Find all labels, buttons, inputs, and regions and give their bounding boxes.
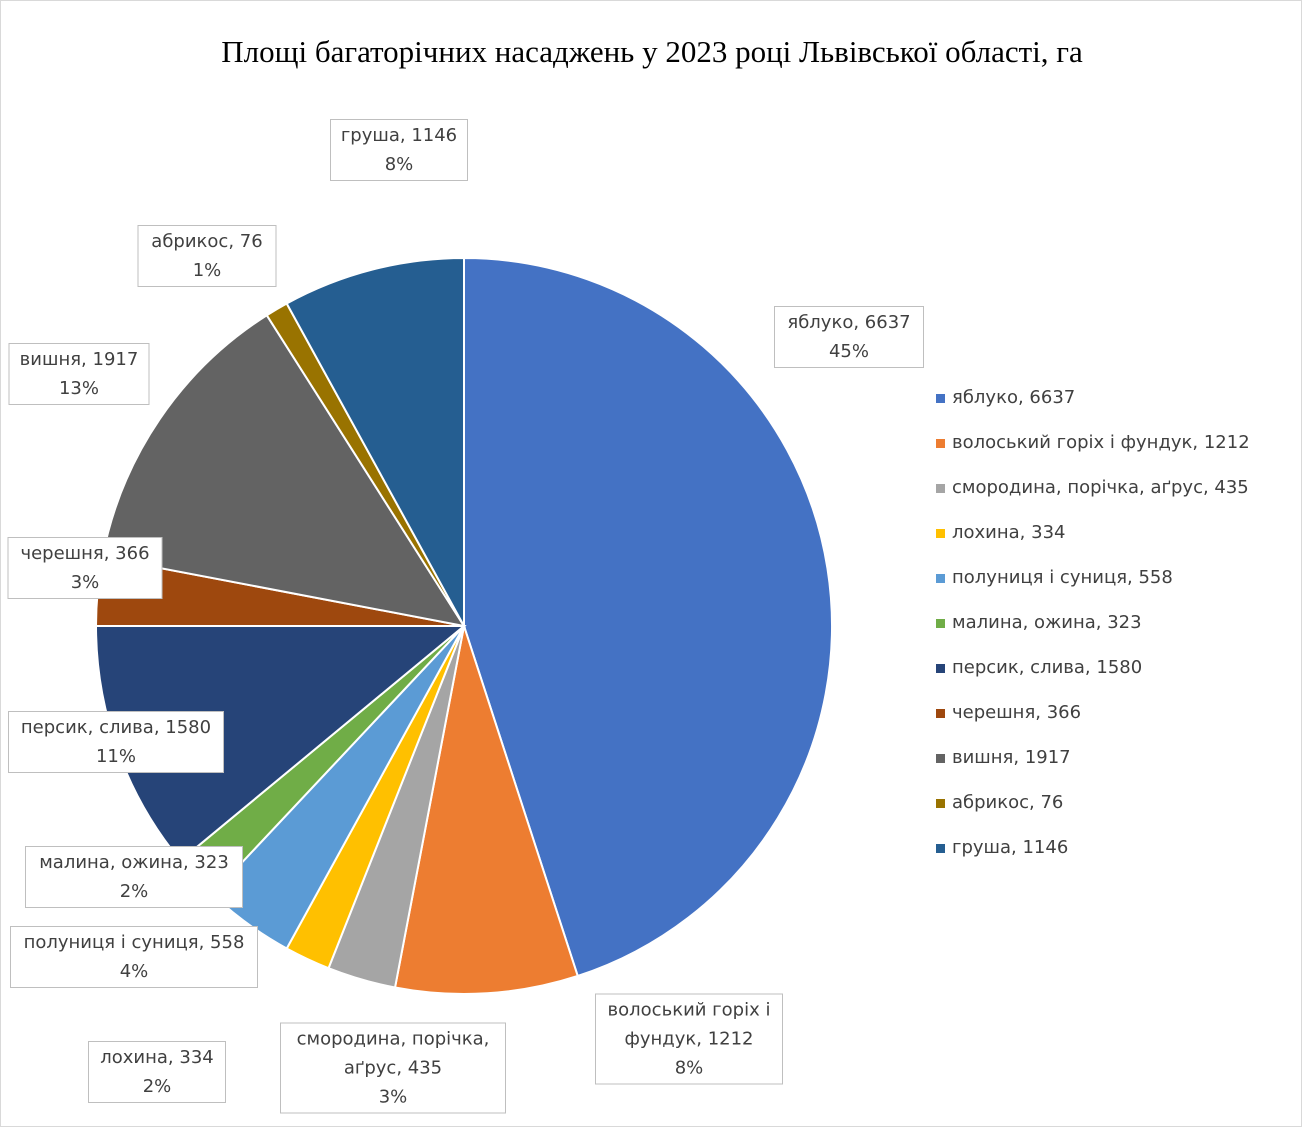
legend-label: черешня, 366 bbox=[952, 702, 1082, 723]
legend-label: волоський горіх і фундук, 1212 bbox=[952, 432, 1250, 453]
legend-item: яблуко, 6637 bbox=[936, 387, 1075, 408]
data-label: полуниця і суниця, 558 4% bbox=[10, 926, 258, 988]
data-label: яблуко, 6637 45% bbox=[774, 306, 924, 368]
data-label: вишня, 1917 13% bbox=[8, 343, 150, 405]
legend-swatch bbox=[936, 393, 945, 403]
label-category: персик, слива, 1580 bbox=[20, 717, 212, 738]
legend-swatch bbox=[936, 528, 945, 538]
pie-slice bbox=[285, 256, 465, 627]
label-value: 3% bbox=[378, 1086, 408, 1108]
legend-label: лохина, 334 bbox=[952, 522, 1066, 543]
data-label: смородина, порічка, аґрус, 435 3% bbox=[280, 1022, 506, 1114]
legend-item: абрикос, 76 bbox=[936, 792, 1063, 813]
legend-item: лохина, 334 bbox=[936, 522, 1065, 543]
legend-item: полуниця і суниця, 558 bbox=[936, 567, 1173, 588]
label-value: 13% bbox=[58, 378, 99, 399]
label-category: малина, ожина, 323 bbox=[39, 852, 229, 873]
data-label: груша, 1146 8% bbox=[330, 119, 468, 181]
legend-label: полуниця і суниця, 558 bbox=[952, 567, 1173, 588]
legend-swatch bbox=[936, 438, 945, 448]
legend-item: волоський горіх і фундук, 1212 bbox=[936, 432, 1250, 453]
data-label: абрикос, 76 1% bbox=[137, 225, 277, 287]
label-value: 1% bbox=[192, 260, 222, 281]
legend-item: малина, ожина, 323 bbox=[936, 612, 1142, 633]
legend-label: малина, ожина, 323 bbox=[952, 612, 1142, 633]
label-value: 11% bbox=[95, 746, 136, 767]
label-value: 2% bbox=[142, 1076, 172, 1097]
legend-swatch bbox=[936, 798, 945, 808]
pie-slice bbox=[463, 256, 833, 978]
legend-label: груша, 1146 bbox=[952, 837, 1069, 858]
data-label: персик, слива, 1580 11% bbox=[8, 711, 224, 773]
label-category: смородина, порічка, аґрус, 435 bbox=[296, 1028, 490, 1079]
data-label: волоський горіх і фундук, 1212 8% bbox=[595, 993, 783, 1085]
label-value: 45% bbox=[828, 341, 869, 362]
legend-swatch bbox=[936, 843, 945, 853]
pie-slice bbox=[393, 625, 579, 995]
label-category: яблуко, 6637 bbox=[787, 312, 911, 333]
pie-slice bbox=[101, 313, 467, 628]
legend-item: персик, слива, 1580 bbox=[936, 657, 1142, 678]
label-category: волоський горіх і фундук, 1212 bbox=[607, 999, 771, 1050]
data-label: черешня, 366 3% bbox=[7, 537, 163, 599]
label-category: лохина, 334 bbox=[100, 1047, 214, 1068]
legend-label: абрикос, 76 bbox=[952, 792, 1064, 813]
legend-label: яблуко, 6637 bbox=[952, 387, 1076, 408]
legend-label: смородина, порічка, аґрус, 435 bbox=[952, 477, 1249, 498]
label-category: полуниця і суниця, 558 bbox=[23, 932, 245, 953]
legend-label: персик, слива, 1580 bbox=[952, 657, 1143, 678]
label-value: 8% bbox=[674, 1057, 704, 1079]
label-category: черешня, 366 bbox=[20, 543, 150, 564]
label-value: 2% bbox=[119, 881, 149, 902]
legend-item: груша, 1146 bbox=[936, 837, 1068, 858]
legend-swatch bbox=[936, 663, 945, 673]
legend-swatch bbox=[936, 483, 945, 493]
legend-swatch bbox=[936, 573, 945, 583]
legend-item: вишня, 1917 bbox=[936, 747, 1071, 768]
data-label: малина, ожина, 323 2% bbox=[25, 846, 243, 908]
label-category: груша, 1146 bbox=[340, 125, 458, 146]
legend-swatch bbox=[936, 708, 945, 718]
label-value: 4% bbox=[119, 961, 149, 982]
legend-item: смородина, порічка, аґрус, 435 bbox=[936, 477, 1249, 498]
chart-title: Площі багаторічних насаджень у 2023 році… bbox=[221, 34, 1083, 69]
data-label: лохина, 334 2% bbox=[88, 1041, 226, 1103]
legend-swatch bbox=[936, 618, 945, 628]
legend-swatch bbox=[936, 753, 945, 763]
label-category: абрикос, 76 bbox=[151, 231, 263, 252]
label-value: 8% bbox=[384, 154, 414, 175]
legend-item: черешня, 366 bbox=[936, 702, 1081, 723]
label-value: 3% bbox=[70, 572, 100, 593]
label-category: вишня, 1917 bbox=[19, 349, 139, 370]
legend-label: вишня, 1917 bbox=[952, 747, 1071, 768]
